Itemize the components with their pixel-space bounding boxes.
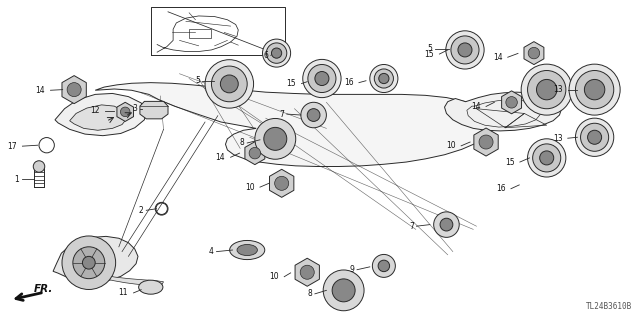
Ellipse shape	[527, 139, 566, 177]
Ellipse shape	[527, 70, 566, 109]
Ellipse shape	[230, 241, 265, 260]
Ellipse shape	[378, 260, 390, 272]
Ellipse shape	[521, 64, 572, 115]
Ellipse shape	[205, 60, 253, 108]
Ellipse shape	[458, 43, 472, 57]
Ellipse shape	[569, 64, 620, 115]
Polygon shape	[95, 83, 495, 167]
Text: 10: 10	[245, 183, 255, 192]
Ellipse shape	[323, 270, 364, 311]
Text: TL24B3610B: TL24B3610B	[586, 302, 632, 311]
Ellipse shape	[262, 39, 291, 67]
Text: 14: 14	[216, 153, 225, 162]
Text: 17: 17	[8, 142, 17, 151]
Polygon shape	[295, 258, 319, 286]
Polygon shape	[140, 101, 168, 119]
Ellipse shape	[536, 79, 557, 100]
Text: 15: 15	[287, 79, 296, 88]
Text: 14: 14	[493, 53, 502, 62]
Text: 11: 11	[118, 288, 128, 297]
Ellipse shape	[211, 66, 247, 102]
Text: 5: 5	[428, 44, 432, 54]
Polygon shape	[117, 102, 134, 122]
Ellipse shape	[575, 118, 614, 156]
Text: 13: 13	[553, 134, 563, 143]
Ellipse shape	[33, 161, 45, 172]
Polygon shape	[245, 142, 265, 165]
Ellipse shape	[315, 71, 329, 85]
Text: 13: 13	[553, 85, 563, 94]
Text: 16: 16	[496, 184, 506, 193]
Ellipse shape	[120, 107, 130, 117]
Ellipse shape	[271, 48, 282, 58]
Ellipse shape	[73, 247, 105, 279]
Polygon shape	[474, 128, 498, 156]
Polygon shape	[70, 105, 127, 130]
Ellipse shape	[372, 255, 396, 277]
Text: 5: 5	[195, 76, 200, 85]
Text: 12: 12	[90, 106, 100, 115]
Ellipse shape	[220, 75, 238, 93]
Text: 10: 10	[269, 272, 279, 281]
Polygon shape	[269, 169, 294, 197]
Ellipse shape	[301, 102, 326, 128]
Ellipse shape	[307, 109, 320, 122]
Polygon shape	[524, 42, 544, 64]
Text: 16: 16	[344, 78, 353, 87]
Ellipse shape	[479, 135, 493, 149]
Ellipse shape	[139, 280, 163, 294]
Text: 9: 9	[349, 265, 355, 274]
Ellipse shape	[446, 31, 484, 69]
Ellipse shape	[300, 265, 314, 279]
Ellipse shape	[540, 151, 554, 165]
Ellipse shape	[434, 212, 460, 237]
Ellipse shape	[249, 147, 260, 159]
Ellipse shape	[532, 144, 561, 172]
Ellipse shape	[584, 79, 605, 100]
Ellipse shape	[266, 43, 287, 63]
Ellipse shape	[237, 244, 257, 256]
Ellipse shape	[275, 176, 289, 190]
Text: FR.: FR.	[34, 285, 53, 294]
Polygon shape	[95, 274, 164, 286]
Polygon shape	[62, 76, 86, 104]
Ellipse shape	[255, 118, 296, 159]
Polygon shape	[445, 92, 561, 131]
Ellipse shape	[379, 73, 389, 84]
Ellipse shape	[528, 47, 540, 59]
Text: 8: 8	[307, 289, 312, 298]
Ellipse shape	[303, 59, 341, 98]
Polygon shape	[502, 91, 522, 114]
Text: 15: 15	[424, 49, 434, 59]
Text: 2: 2	[139, 206, 143, 215]
Polygon shape	[53, 236, 138, 282]
Text: 6: 6	[263, 51, 268, 60]
Polygon shape	[55, 93, 147, 136]
Ellipse shape	[374, 69, 394, 88]
Text: 1: 1	[14, 175, 19, 184]
Ellipse shape	[588, 130, 602, 144]
Text: 10: 10	[446, 141, 456, 150]
Ellipse shape	[370, 64, 398, 93]
Ellipse shape	[62, 236, 116, 289]
Text: 14: 14	[35, 86, 45, 95]
Text: 4: 4	[209, 247, 214, 256]
Ellipse shape	[83, 256, 95, 269]
Ellipse shape	[580, 123, 609, 151]
Text: 15: 15	[505, 158, 515, 167]
Text: 14: 14	[471, 102, 481, 111]
Ellipse shape	[332, 279, 355, 302]
Ellipse shape	[264, 127, 287, 150]
Text: 7: 7	[279, 110, 284, 119]
Text: 7: 7	[409, 222, 413, 231]
Ellipse shape	[575, 70, 614, 109]
Text: 3: 3	[132, 104, 137, 113]
Ellipse shape	[440, 218, 453, 231]
Ellipse shape	[67, 83, 81, 97]
Text: 8: 8	[240, 138, 244, 147]
Ellipse shape	[451, 36, 479, 64]
Ellipse shape	[308, 64, 336, 93]
Ellipse shape	[506, 97, 517, 108]
